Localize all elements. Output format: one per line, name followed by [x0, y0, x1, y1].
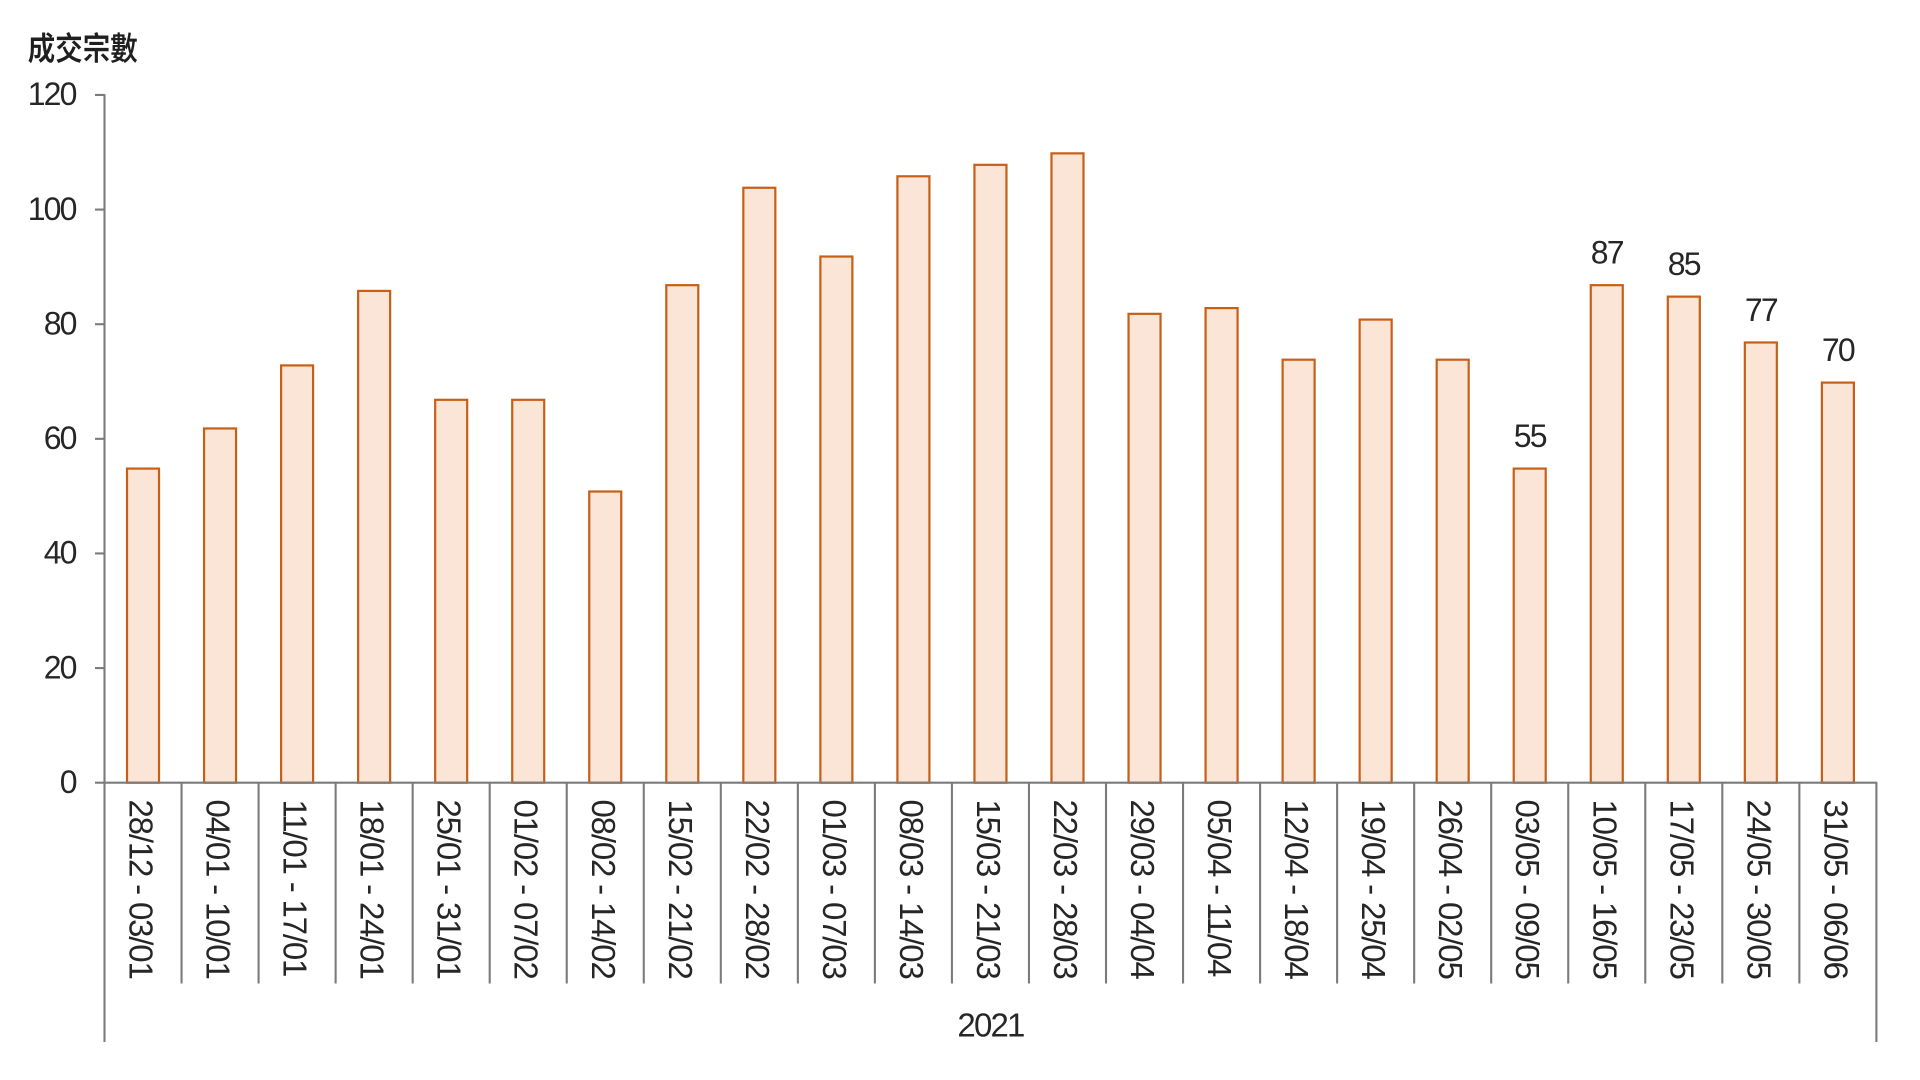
- svg-text:55: 55: [1514, 418, 1547, 454]
- svg-text:31/05 - 06/06: 31/05 - 06/06: [1817, 800, 1854, 979]
- svg-text:70: 70: [1822, 332, 1855, 368]
- svg-text:03/05 - 09/05: 03/05 - 09/05: [1509, 800, 1546, 979]
- svg-text:100: 100: [28, 191, 77, 227]
- svg-text:01/02 - 07/02: 01/02 - 07/02: [508, 800, 545, 979]
- svg-text:28/12 - 03/01: 28/12 - 03/01: [123, 800, 160, 979]
- svg-text:40: 40: [44, 535, 77, 571]
- svg-text:80: 80: [44, 305, 77, 341]
- svg-text:08/03 - 14/03: 08/03 - 14/03: [893, 800, 930, 979]
- svg-text:29/03 - 04/04: 29/03 - 04/04: [1124, 800, 1161, 980]
- svg-text:87: 87: [1591, 235, 1624, 271]
- svg-text:85: 85: [1668, 246, 1701, 282]
- svg-text:17/05 - 23/05: 17/05 - 23/05: [1663, 800, 1700, 979]
- svg-text:11/01 - 17/01: 11/01 - 17/01: [277, 800, 314, 977]
- svg-text:22/03 - 28/03: 22/03 - 28/03: [1047, 800, 1084, 979]
- svg-text:15/02 - 21/02: 15/02 - 21/02: [662, 800, 699, 979]
- svg-text:77: 77: [1745, 292, 1778, 328]
- svg-text:120: 120: [28, 76, 77, 112]
- svg-text:0: 0: [60, 764, 77, 800]
- svg-text:04/01 - 10/01: 04/01 - 10/01: [200, 800, 237, 979]
- svg-text:60: 60: [44, 420, 77, 456]
- svg-text:01/03 - 07/03: 01/03 - 07/03: [816, 800, 853, 979]
- svg-text:12/04 - 18/04: 12/04 - 18/04: [1278, 800, 1315, 980]
- svg-text:19/04 - 25/04: 19/04 - 25/04: [1355, 800, 1392, 980]
- svg-text:15/03 - 21/03: 15/03 - 21/03: [970, 800, 1007, 979]
- svg-text:08/02 - 14/02: 08/02 - 14/02: [585, 800, 622, 979]
- svg-text:25/01 - 31/01: 25/01 - 31/01: [431, 800, 468, 979]
- svg-text:20: 20: [44, 649, 77, 685]
- svg-text:22/02 - 28/02: 22/02 - 28/02: [739, 800, 776, 979]
- svg-text:24/05 - 30/05: 24/05 - 30/05: [1740, 800, 1777, 979]
- svg-text:2021: 2021: [957, 1007, 1024, 1044]
- svg-text:05/04 - 11/04: 05/04 - 11/04: [1201, 800, 1238, 978]
- svg-text:26/04 - 02/05: 26/04 - 02/05: [1432, 800, 1469, 979]
- svg-text:18/01 - 24/01: 18/01 - 24/01: [354, 800, 391, 979]
- svg-text:10/05 - 16/05: 10/05 - 16/05: [1586, 800, 1623, 979]
